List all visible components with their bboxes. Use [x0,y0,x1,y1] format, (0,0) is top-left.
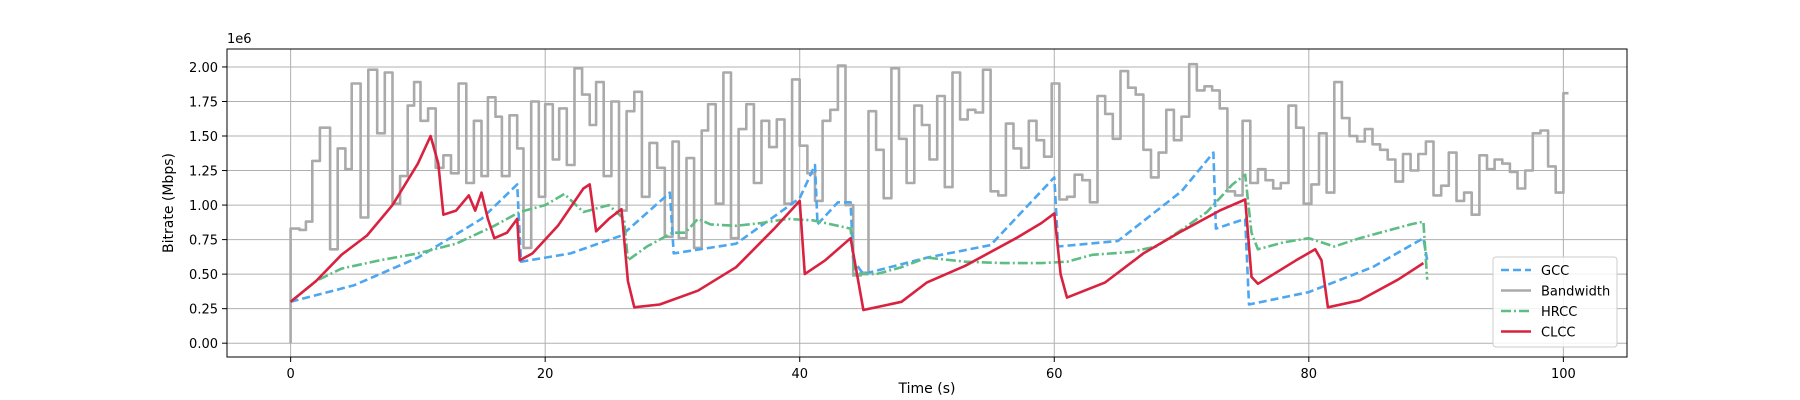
y-tick-label: 1.75 [189,95,218,110]
legend-label-bandwidth: Bandwidth [1541,285,1610,300]
legend-label-clcc: CLCC [1541,326,1575,341]
legend-label-hrcc: HRCC [1541,305,1577,320]
x-tick-label: 80 [1301,367,1318,382]
series-line-clcc [289,134,1425,312]
series-layer [289,62,1569,344]
x-tick-label: 0 [286,367,294,382]
y-tick-label: 0.50 [189,268,218,283]
y-tick-label: 0.75 [189,234,218,249]
y-tick-label: 0.25 [189,303,218,318]
plot-frame [226,48,1628,358]
y-tick-label: 1.50 [189,130,218,145]
series-line-bandwidth [289,62,1569,344]
grid [227,49,1627,357]
x-tick-label: 20 [537,367,554,382]
ticks: 0 20 40 60 80 100 0.00 0.25 0.50 0.75 1.00 1.25 1.50… [189,61,1576,382]
y-offset-text: 1e6 [227,32,252,47]
y-axis-label: Bitrate (Mbps) [161,153,177,253]
series-line-gcc [290,151,1429,306]
y-tick-label: 0.00 [189,337,218,352]
legend: GCC Bandwidth HRCC CLCC [1492,256,1618,348]
y-tick-label: 1.25 [189,165,218,180]
y-tick-label: 1.00 [189,199,218,214]
y-tick-label: 2.00 [189,61,218,76]
legend-box [1492,256,1618,348]
legend-label-gcc: GCC [1541,264,1569,279]
x-tick-label: 40 [791,367,808,382]
x-axis-label: Time (s) [898,381,956,397]
x-tick-label: 60 [1046,367,1063,382]
x-tick-label: 100 [1551,367,1576,382]
